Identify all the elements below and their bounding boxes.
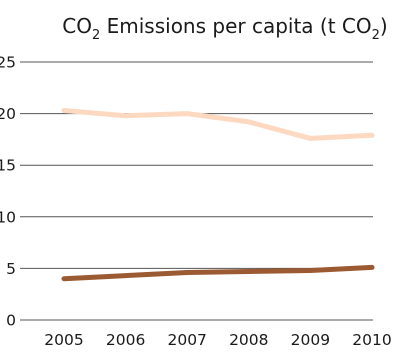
- y-axis-tick-labels: 0 5 10 15 20 25: [0, 54, 16, 330]
- y-tick-label: 20: [0, 105, 16, 123]
- x-tick-label: 2005: [44, 331, 83, 349]
- y-tick-label: 15: [0, 157, 16, 175]
- x-tick-label: 2008: [229, 331, 268, 349]
- y-tick-label: 0: [6, 312, 16, 330]
- x-tick-label: 2009: [291, 331, 330, 349]
- gridlines: [20, 61, 373, 321]
- series-lines: [61, 108, 375, 282]
- series-line-2: [61, 264, 375, 282]
- y-tick-label: 10: [0, 208, 16, 226]
- chart-title: CO2 Emissions per capita (t CO2): [62, 14, 387, 43]
- x-tick-label: 2010: [352, 331, 391, 349]
- x-tick-label: 2007: [167, 331, 206, 349]
- series-line-1: [61, 108, 375, 141]
- x-axis-tick-labels: 2005 2006 2007 2008 2009 2010: [44, 331, 391, 349]
- x-tick-label: 2006: [106, 331, 145, 349]
- y-tick-label: 5: [6, 260, 16, 278]
- y-tick-label: 25: [0, 54, 16, 72]
